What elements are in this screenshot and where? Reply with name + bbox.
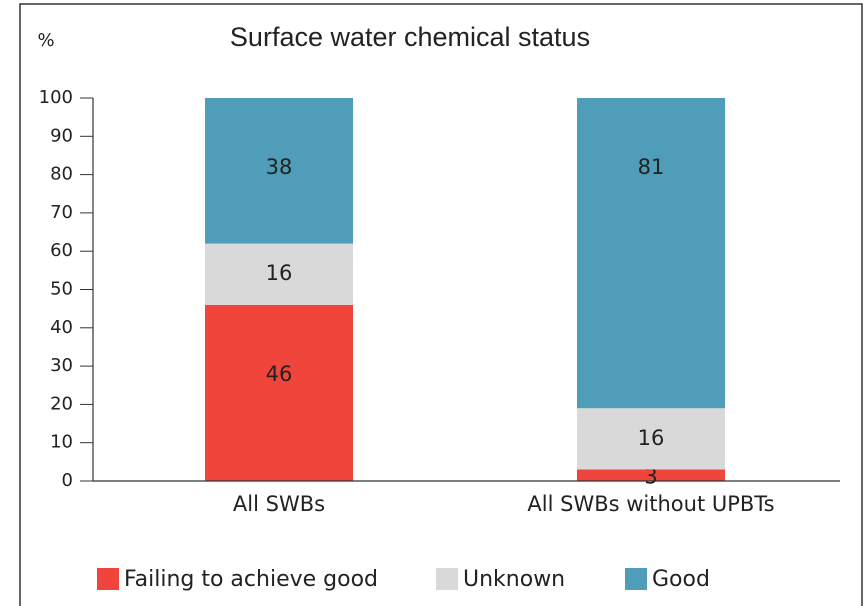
data-label: 16: [638, 426, 665, 450]
data-label: 3: [644, 464, 657, 488]
y-tick-label: 80: [50, 164, 73, 185]
legend-label: Good: [652, 567, 710, 592]
y-tick-label: 10: [50, 432, 73, 453]
y-tick-label: 60: [50, 240, 73, 261]
data-label: 46: [266, 362, 293, 386]
data-label: 81: [638, 155, 665, 179]
y-tick-label: 20: [50, 393, 73, 414]
bar-segment: [577, 469, 725, 481]
y-tick-label: 30: [50, 355, 73, 376]
y-tick-label: 90: [50, 125, 73, 146]
data-label: 38: [266, 155, 293, 179]
legend-swatch: [97, 568, 119, 590]
bar-segment: [205, 98, 353, 244]
x-tick-label: All SWBs: [233, 492, 325, 516]
legend-label: Unknown: [463, 567, 565, 592]
frame: [19, 3, 863, 606]
y-tick-label: 40: [50, 317, 73, 338]
legend-swatch: [436, 568, 458, 590]
bar-segment: [577, 98, 725, 409]
y-axis-label: %: [37, 30, 54, 51]
legend-label: Failing to achieve good: [124, 567, 378, 592]
chart-title: Surface water chemical status: [230, 22, 590, 52]
bar-segment: [205, 304, 353, 481]
y-tick-label: 70: [50, 202, 73, 223]
y-tick-label: 100: [39, 87, 73, 108]
legend-swatch: [625, 568, 647, 590]
y-tick-label: 0: [62, 470, 73, 491]
bar-segment: [205, 243, 353, 305]
y-tick-label: 50: [50, 279, 73, 300]
data-label: 16: [266, 261, 293, 285]
x-tick-label: All SWBs without UPBTs: [527, 492, 774, 516]
bar-segment: [577, 408, 725, 470]
